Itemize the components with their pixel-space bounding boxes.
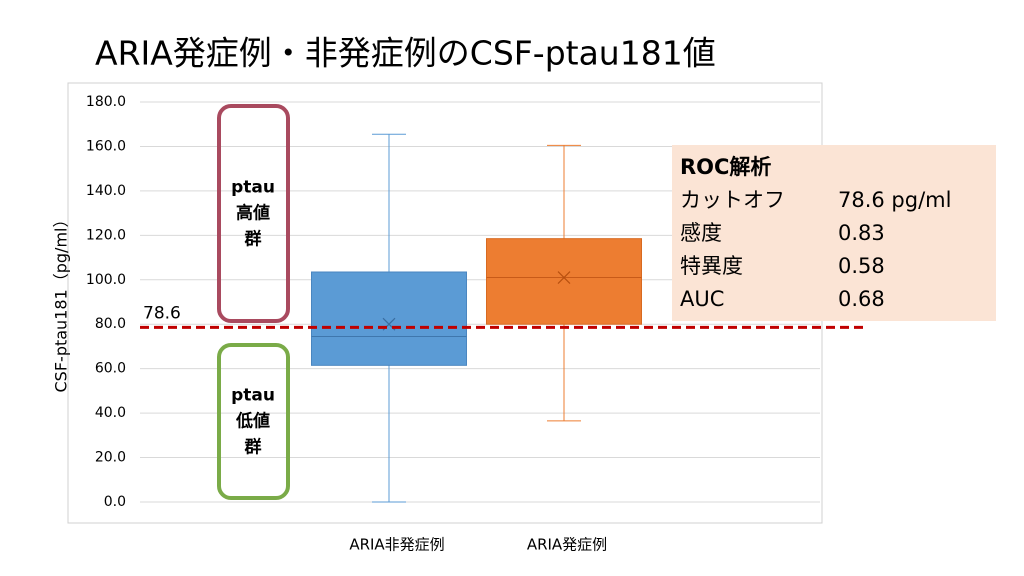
roc-value: 0.58 bbox=[838, 254, 885, 278]
y-tick-label: 40.0 bbox=[95, 405, 126, 421]
box-group bbox=[311, 133, 467, 503]
annotation-box bbox=[217, 343, 290, 500]
annotation-text: 群 bbox=[245, 437, 262, 458]
y-tick-label: 20.0 bbox=[95, 450, 126, 466]
roc-value: 78.6 pg/ml bbox=[838, 188, 951, 212]
y-tick-label: 120.0 bbox=[86, 227, 126, 243]
y-tick-label: 100.0 bbox=[86, 272, 126, 288]
y-tick-label: 60.0 bbox=[95, 361, 126, 377]
annotation-text: 群 bbox=[245, 229, 262, 250]
mean-marker bbox=[557, 271, 571, 284]
x-tick-label: ARIA非発症例 bbox=[349, 536, 444, 554]
cutoff-label: 78.6 bbox=[143, 303, 181, 323]
roc-value: 0.83 bbox=[838, 221, 885, 245]
roc-label: AUC bbox=[680, 287, 724, 311]
annotation-box bbox=[217, 104, 290, 323]
box bbox=[311, 271, 467, 366]
y-axis-label: CSF-ptau181（pg/ml） bbox=[52, 212, 71, 393]
y-tick-label: 160.0 bbox=[86, 138, 126, 154]
annotation-text: 高値 bbox=[236, 203, 270, 224]
x-tick-label: ARIA発症例 bbox=[527, 536, 607, 554]
roc-label: 特異度 bbox=[680, 254, 743, 278]
chart-title: ARIA発症例・非発症例のCSF-ptau181値 bbox=[95, 34, 716, 73]
annotation-text: ptau bbox=[231, 386, 275, 406]
y-tick-label: 180.0 bbox=[86, 94, 126, 110]
box bbox=[486, 238, 642, 325]
roc-label: 感度 bbox=[680, 221, 722, 245]
y-tick-label: 0.0 bbox=[104, 494, 126, 510]
y-tick-label: 140.0 bbox=[86, 183, 126, 199]
y-tick-label: 80.0 bbox=[95, 316, 126, 332]
annotation-text: 低値 bbox=[235, 411, 270, 432]
roc-label: カットオフ bbox=[680, 188, 785, 212]
roc-value: 0.68 bbox=[838, 287, 885, 311]
roc-panel bbox=[672, 145, 996, 321]
roc-title: ROC解析 bbox=[680, 155, 771, 179]
annotation-text: ptau bbox=[231, 178, 275, 198]
box-group bbox=[486, 144, 642, 422]
